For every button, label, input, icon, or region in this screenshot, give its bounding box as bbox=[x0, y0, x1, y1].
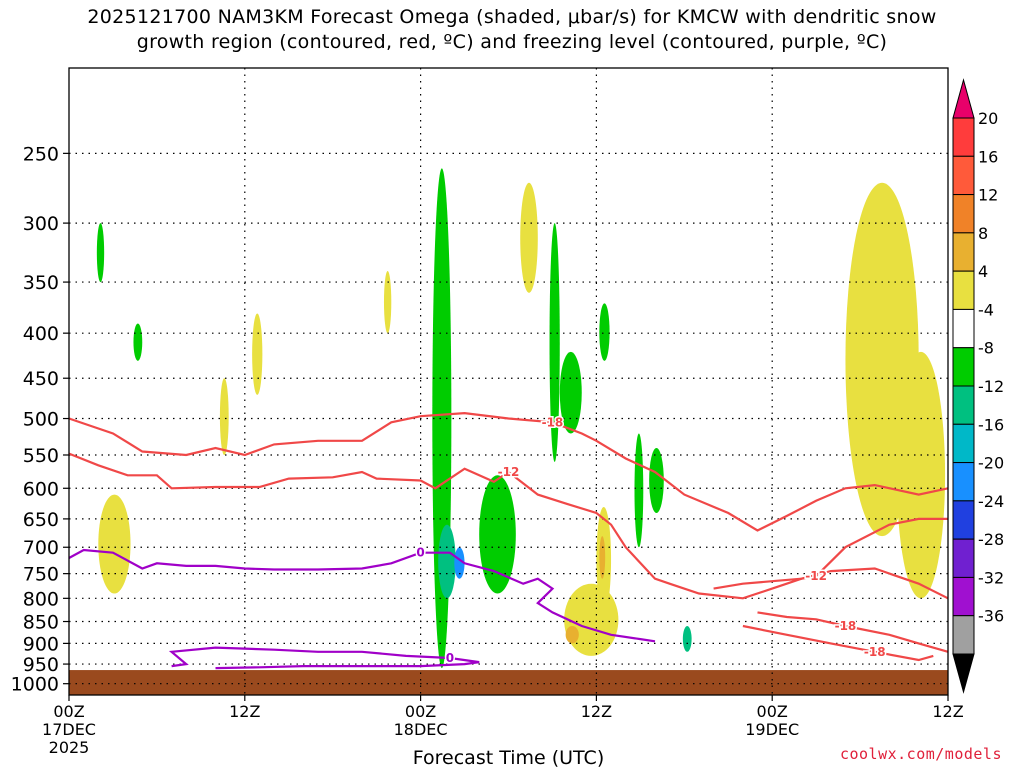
contour-label: -12 bbox=[498, 465, 520, 479]
contour-line bbox=[68, 548, 656, 643]
chart-title-line1: 2025121700 NAM3KM Forecast Omega (shaded… bbox=[87, 6, 937, 28]
colorbar-label: -32 bbox=[978, 568, 1004, 587]
contour-label: -18 bbox=[542, 415, 564, 429]
colorbar-label: -20 bbox=[978, 454, 1004, 473]
omega-region bbox=[682, 625, 692, 652]
omega-region bbox=[383, 270, 392, 334]
omega-region bbox=[565, 625, 579, 644]
x-tick-label: 18DEC bbox=[394, 720, 448, 739]
omega-region bbox=[219, 378, 229, 455]
y-tick-label: 1000 bbox=[11, 674, 59, 696]
y-tick-label: 400 bbox=[23, 323, 59, 345]
colorbar-label: -24 bbox=[978, 492, 1004, 511]
omega-region bbox=[98, 494, 131, 594]
colorbar-box bbox=[952, 194, 975, 234]
colorbar-box bbox=[952, 500, 975, 540]
y-tick-label: 250 bbox=[23, 143, 59, 165]
colorbar-label: 16 bbox=[978, 147, 998, 166]
y-tick-label: 550 bbox=[23, 445, 59, 467]
y-tick-label: 350 bbox=[23, 272, 59, 294]
contour-label: -18 bbox=[835, 619, 857, 633]
colorbar-label: -12 bbox=[978, 377, 1004, 396]
colorbar-box bbox=[952, 576, 975, 617]
y-tick-label: 750 bbox=[23, 564, 59, 586]
omega-region bbox=[599, 303, 610, 361]
colorbar-box bbox=[952, 385, 975, 425]
x-tick-label: 12Z bbox=[932, 702, 963, 721]
y-tick-label: 950 bbox=[23, 654, 59, 676]
colorbar-box bbox=[952, 462, 975, 502]
omega-region bbox=[520, 182, 538, 293]
omega-region bbox=[133, 323, 143, 361]
colorbar-label: -16 bbox=[978, 415, 1004, 434]
x-tick-label: 00Z bbox=[757, 702, 788, 721]
contour-line bbox=[713, 517, 948, 590]
contour-line bbox=[68, 452, 949, 600]
omega-region bbox=[252, 313, 263, 395]
x-tick-label: 2025 bbox=[49, 738, 90, 757]
omega-region bbox=[454, 547, 465, 579]
x-tick-label: 19DEC bbox=[745, 720, 799, 739]
y-tick-label: 300 bbox=[23, 213, 59, 235]
omega-region bbox=[438, 524, 456, 599]
x-tick-label: 00Z bbox=[405, 702, 436, 721]
contour-line bbox=[168, 646, 480, 670]
plot-frame bbox=[68, 67, 949, 696]
colorbar-box bbox=[952, 232, 975, 272]
contour-label: 0 bbox=[416, 546, 424, 560]
omega-region bbox=[599, 536, 606, 579]
colorbar-label: -36 bbox=[978, 607, 1004, 626]
colorbar-label: 4 bbox=[978, 262, 988, 281]
watermark: coolwx.com/models bbox=[839, 745, 1002, 763]
omega-region bbox=[649, 447, 664, 513]
chart-title-line2: growth region (contoured, red, ºC) and f… bbox=[136, 31, 888, 53]
y-tick-label: 450 bbox=[23, 368, 59, 390]
colorbar-top-triangle bbox=[952, 78, 975, 119]
colorbar-box bbox=[952, 270, 975, 310]
contour-label: 0 bbox=[446, 651, 454, 665]
y-tick-label: 650 bbox=[23, 509, 59, 531]
omega-region bbox=[479, 475, 516, 594]
colorbar-label: 20 bbox=[978, 109, 998, 128]
colorbar-label: -8 bbox=[978, 339, 994, 358]
colorbar-label: 8 bbox=[978, 224, 988, 243]
colorbar-bottom-triangle bbox=[952, 653, 975, 694]
x-axis-label: Forecast Time (UTC) bbox=[413, 747, 604, 768]
y-tick-label: 500 bbox=[23, 409, 59, 431]
colorbar-box bbox=[952, 155, 975, 196]
y-tick-label: 900 bbox=[23, 633, 59, 655]
y-tick-label: 600 bbox=[23, 478, 59, 500]
omega-region bbox=[564, 583, 619, 656]
x-tick-label: 00Z bbox=[53, 702, 84, 721]
ground-fill bbox=[69, 670, 948, 695]
omega-region bbox=[559, 351, 582, 434]
omega-region bbox=[896, 351, 946, 599]
omega-region bbox=[549, 223, 560, 462]
x-tick-label: 12Z bbox=[229, 702, 260, 721]
contour-line bbox=[68, 411, 949, 532]
colorbar-box bbox=[952, 347, 975, 387]
x-tick-label: 12Z bbox=[581, 702, 612, 721]
contour-label: -18 bbox=[864, 645, 886, 659]
colorbar-box bbox=[952, 538, 975, 578]
colorbar-label: -28 bbox=[978, 530, 1004, 549]
contour-line bbox=[742, 624, 934, 662]
colorbar-box bbox=[952, 117, 975, 157]
y-tick-label: 700 bbox=[23, 537, 59, 559]
colorbar-label: 12 bbox=[978, 186, 998, 205]
contour-label: -12 bbox=[805, 569, 827, 583]
contour-line bbox=[757, 611, 949, 653]
colorbar-box bbox=[952, 308, 975, 349]
x-tick-label: 17DEC bbox=[42, 720, 96, 739]
colorbar-box bbox=[952, 423, 975, 464]
y-tick-label: 850 bbox=[23, 612, 59, 634]
colorbar-box bbox=[952, 615, 975, 655]
y-tick-label: 800 bbox=[23, 588, 59, 610]
omega-region bbox=[634, 433, 644, 548]
colorbar-label: -4 bbox=[978, 300, 994, 319]
omega-region bbox=[96, 223, 105, 283]
